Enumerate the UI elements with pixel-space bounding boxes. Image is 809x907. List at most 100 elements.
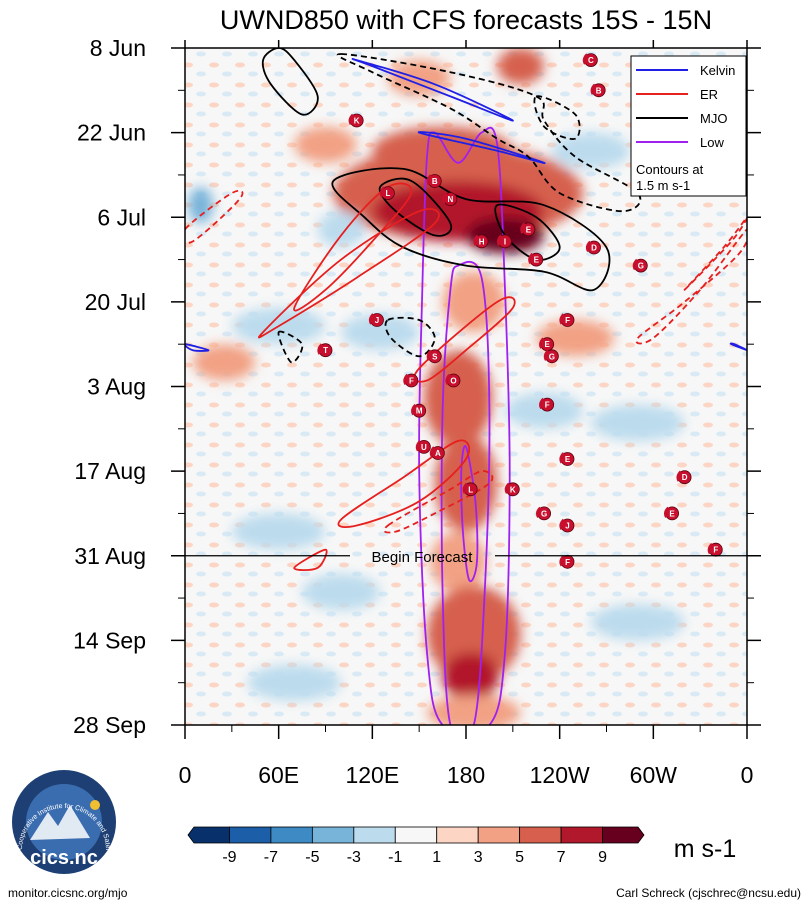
er-contour-solid [337, 439, 471, 528]
storm-label: N [448, 195, 454, 204]
colorbar-label: 1 [432, 849, 441, 866]
storm-label: L [468, 485, 473, 494]
storm-tail-icon [535, 506, 541, 518]
colorbar-swatch [270, 826, 313, 844]
storm-marker: N [442, 192, 458, 207]
storm-marker: J [368, 313, 384, 327]
mjo-contour-dashed [337, 53, 642, 213]
westerly-anomaly-blob [497, 48, 545, 85]
storm-label: E [534, 256, 540, 265]
storm-tail-icon [368, 313, 374, 325]
wave-contours [185, 48, 747, 725]
kelvin-contour-solid [185, 343, 210, 352]
colorbar-label: -3 [347, 849, 361, 866]
westerly-anomaly-blob [430, 531, 487, 593]
storm-marker: T [317, 343, 333, 358]
storm-tail-icon [426, 349, 432, 361]
colorbar-swatch [560, 826, 603, 844]
storm-label: F [545, 401, 550, 410]
er-contour-solid [413, 296, 516, 383]
x-tick-label: 60W [630, 762, 678, 788]
storm-tail-icon [707, 542, 713, 555]
x-tick-label: 0 [179, 762, 192, 788]
er-contour-dashed [185, 189, 244, 244]
storm-marker: E [559, 452, 575, 466]
storm-label: T [323, 346, 328, 355]
y-tick-label: 3 Aug [87, 374, 146, 400]
storm-tail-icon [676, 470, 682, 482]
easterly-anomaly-blob [247, 664, 342, 701]
storm-label: E [545, 340, 551, 349]
storm-label: K [354, 117, 360, 126]
y-tick-label: 28 Sep [73, 712, 146, 738]
storm-tail-icon [539, 337, 544, 349]
storm-tail-icon [520, 222, 526, 234]
storm-marker: E [528, 252, 544, 267]
storm-tail-icon [442, 192, 448, 204]
low-contour-solid [440, 260, 491, 725]
storm-label: E [526, 225, 532, 234]
storm-marker: I [496, 234, 512, 249]
colorbar-units: m s-1 [674, 835, 737, 863]
colorbar-swatch [311, 826, 355, 844]
mjo-contour-solid [494, 203, 561, 261]
storm-label: J [375, 316, 379, 325]
storm-tail-icon [496, 234, 502, 246]
mjo-contour-dashed [533, 95, 581, 140]
storm-marker: D [585, 240, 601, 255]
storm-marker: E [663, 506, 679, 521]
storm-tail-icon [504, 482, 510, 494]
storm-marker: M [411, 403, 427, 418]
easterly-anomaly-blob [231, 513, 326, 550]
storm-marker: F [539, 397, 555, 412]
storm-label: A [435, 449, 441, 458]
er-contour-solid [258, 208, 440, 339]
westerly-anomaly-blob [536, 320, 615, 357]
storm-marker: B [426, 174, 442, 188]
storm-marker: K [504, 482, 520, 497]
storm-label: B [596, 86, 602, 95]
storm-tail-icon [473, 234, 479, 246]
storm-tail-icon [663, 506, 669, 518]
y-tick-label: 14 Sep [73, 627, 146, 653]
storm-label: C [588, 56, 594, 65]
y-tick-label: 22 Jun [77, 120, 146, 146]
storm-label: G [549, 352, 555, 361]
storm-marker: F [559, 554, 575, 569]
westerly-anomaly-blob [426, 585, 521, 683]
easterly-anomaly-blob [551, 132, 630, 169]
x-tick-label: 120E [345, 762, 399, 788]
storm-marker: K [348, 113, 364, 128]
low-contour-solid [418, 126, 511, 725]
kelvin-contour-solid [729, 342, 747, 352]
storm-marker: G [632, 258, 648, 273]
easterly-anomaly-blob [590, 404, 685, 441]
storm-label: B [432, 177, 438, 186]
easterly-anomaly-blob [341, 313, 420, 351]
mjo-contour-solid [378, 177, 453, 237]
storm-marker: A [429, 446, 445, 460]
legend-label-kelvin: Kelvin [700, 63, 735, 78]
storm-marker: G [535, 506, 551, 521]
storm-tail-icon [429, 446, 435, 458]
colorbar-swatch [436, 826, 479, 844]
storm-marker: S [426, 349, 442, 364]
storm-marker: F [403, 373, 419, 388]
low-contour-solid [460, 445, 479, 583]
mjo-contour-solid [331, 167, 611, 292]
westerly-anomaly-blob [442, 271, 506, 333]
y-axis: 8 Jun 22 Jun 6 Jul 20 Jul 3 Aug 17 Aug 31 Aug 1… [73, 35, 761, 738]
storm-marker: L [379, 186, 395, 201]
er-contour-dashed [383, 470, 494, 534]
footer-author: Carl Schreck (cjschrec@ncsu.edu) [616, 886, 801, 900]
colorbar-label: -7 [264, 849, 278, 866]
colorbar-swatch [602, 826, 645, 844]
easterly-anomaly-blob [302, 573, 381, 611]
storm-label: S [432, 352, 438, 361]
storm-tail-icon [559, 452, 565, 464]
logo-sun-icon [90, 800, 100, 810]
footer-url[interactable]: monitor.cicsnc.org/mjo [8, 886, 128, 900]
y-tick-label: 8 Jun [90, 35, 146, 61]
storm-tail-icon [582, 53, 588, 65]
storm-label: J [565, 522, 569, 531]
